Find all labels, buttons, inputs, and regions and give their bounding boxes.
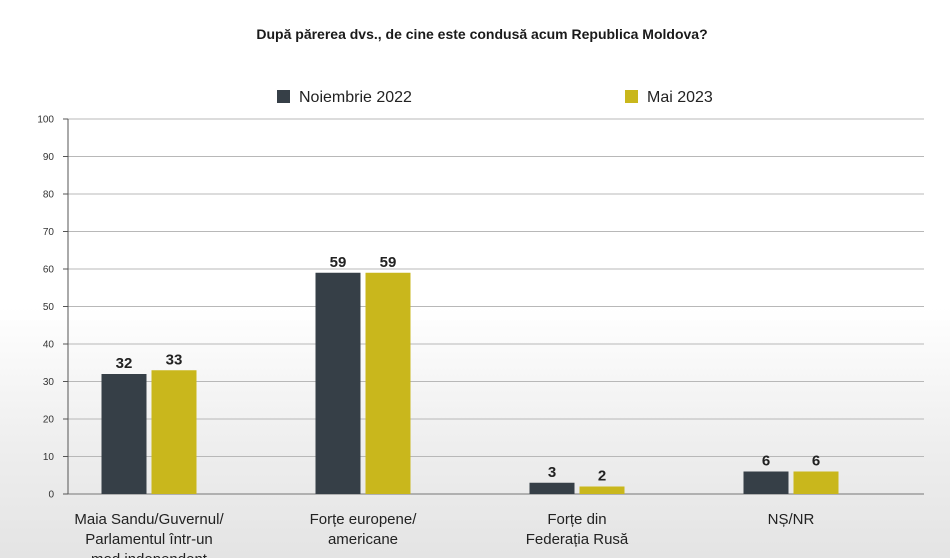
- y-tick-label-20: 20: [43, 415, 55, 426]
- data-label-4-2: 6: [812, 453, 820, 470]
- y-tick-label-80: 80: [43, 190, 55, 201]
- y-tick-label-60: 60: [43, 265, 55, 276]
- chart-title: După părerea dvs., de cine este condusă …: [256, 26, 707, 42]
- y-tick-label-0: 0: [48, 490, 54, 501]
- data-label-1-1: 32: [116, 355, 133, 372]
- bar-1-1: [101, 374, 147, 494]
- y-tick-label-40: 40: [43, 340, 55, 351]
- grid: [68, 118, 924, 495]
- legend-label-1: Noiembrie 2022: [299, 89, 412, 106]
- x-axis: Maia Sandu/Guvernul/Parlamentul într-unm…: [74, 511, 814, 558]
- category-label-1: Maia Sandu/Guvernul/Parlamentul într-unm…: [74, 511, 224, 558]
- legend: Noiembrie 2022 Mai 2023: [277, 89, 713, 106]
- legend-label-2: Mai 2023: [647, 89, 713, 106]
- y-tick-label-70: 70: [43, 227, 55, 238]
- bar-3-2: [579, 486, 625, 494]
- legend-swatch-1: [277, 90, 290, 103]
- category-label-4: NȘ/NR: [768, 511, 815, 528]
- legend-swatch-2: [625, 90, 638, 103]
- bar-3-1: [529, 482, 575, 494]
- bar-1-2: [151, 370, 197, 494]
- bar-2-1: [315, 272, 361, 494]
- category-label-3: Forțe din Federația Rusă: [526, 511, 629, 548]
- y-axis: 0 10 20 30 40 50 60 70 80 90 100: [37, 115, 69, 501]
- y-tick-label-10: 10: [43, 452, 55, 463]
- bar-4-1: [743, 471, 789, 494]
- y-tick-label-50: 50: [43, 302, 55, 313]
- y-tick-label-100: 100: [37, 115, 54, 126]
- bar-4-2: [793, 471, 839, 494]
- data-label-3-2: 2: [598, 468, 606, 485]
- data-label-2-1: 59: [330, 254, 347, 271]
- category-label-2: Forțe europene/americane: [310, 511, 418, 548]
- y-tick-label-90: 90: [43, 152, 55, 163]
- bar-2-2: [365, 272, 411, 494]
- data-label-4-1: 6: [762, 453, 770, 470]
- data-label-3-1: 3: [548, 464, 556, 481]
- data-label-2-2: 59: [380, 254, 397, 271]
- data-label-1-2: 33: [166, 351, 183, 368]
- y-tick-label-30: 30: [43, 377, 55, 388]
